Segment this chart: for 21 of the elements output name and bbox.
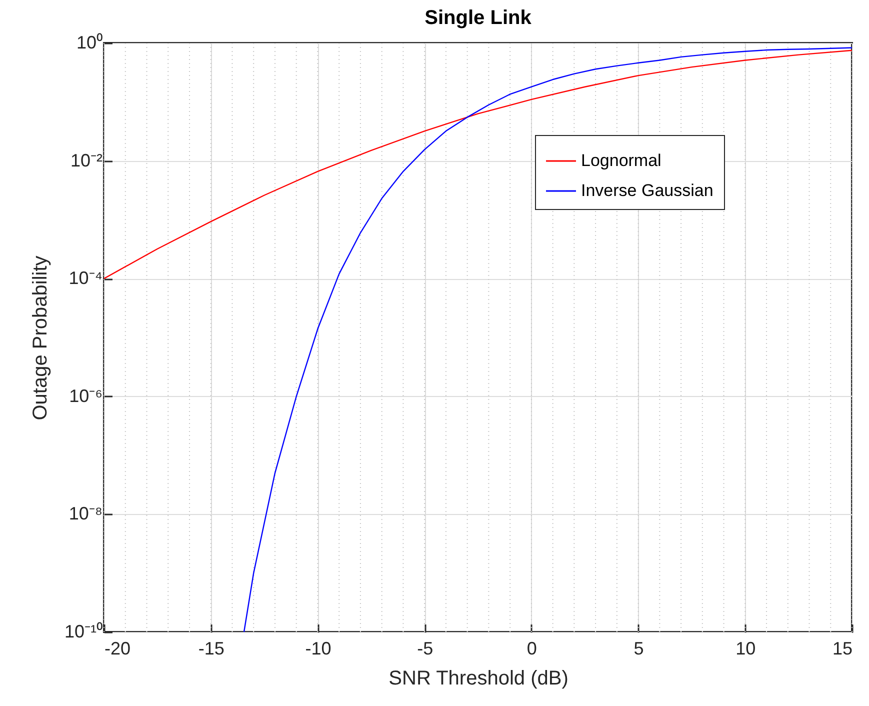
x-tick-label: 10: [736, 638, 756, 658]
y-tick-label: 10⁻⁸: [68, 504, 102, 524]
legend-label: Lognormal: [581, 151, 662, 170]
y-tick-label: 10⁻¹⁰: [64, 622, 102, 642]
x-tick-label: -10: [305, 638, 332, 658]
x-tick-label: 5: [634, 638, 644, 658]
x-tick-label: -5: [417, 638, 434, 658]
x-tick-label: 15: [832, 638, 852, 658]
line-series: [104, 50, 852, 280]
y-tick-label: 10⁻⁶: [69, 386, 102, 406]
x-tick-label: -20: [104, 638, 131, 658]
y-tick-label: 10⁻²: [70, 150, 103, 170]
x-tick-label: 0: [526, 638, 537, 658]
y-tick-label: 10⁻⁴: [68, 268, 102, 288]
x-tick-label: -15: [198, 638, 224, 658]
y-tick-label: 10⁰: [76, 32, 102, 52]
y-axis-title: Outage Probability: [29, 256, 52, 420]
line-series: [243, 47, 852, 632]
legend-label: Inverse Gaussian: [581, 181, 714, 200]
x-axis-title: SNR Threshold (dB): [388, 668, 568, 690]
chart-title: Single Link: [424, 7, 532, 29]
